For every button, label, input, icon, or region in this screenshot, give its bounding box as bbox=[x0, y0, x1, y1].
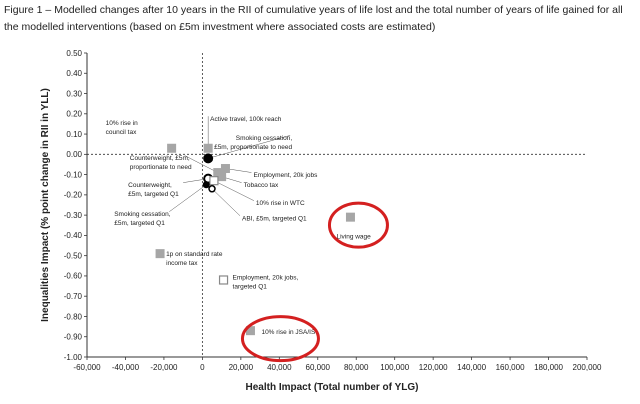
data-label-12: income tax bbox=[166, 260, 198, 267]
x-tick-label: 60,000 bbox=[306, 363, 331, 372]
x-tick-label: -60,000 bbox=[73, 363, 101, 372]
data-point-1 bbox=[167, 143, 177, 153]
y-tick-label: -1.00 bbox=[64, 353, 83, 362]
data-point-11 bbox=[345, 212, 355, 222]
y-tick-label: 0.40 bbox=[66, 69, 82, 78]
x-tick-label: -40,000 bbox=[112, 363, 140, 372]
y-tick-label: -0.50 bbox=[64, 251, 83, 260]
y-tick-label: -0.30 bbox=[64, 211, 83, 220]
x-tick-label: 20,000 bbox=[229, 363, 254, 372]
data-label-7: £5m, targeted Q1 bbox=[128, 191, 179, 198]
data-label-3: £5m, proportionate to need bbox=[214, 144, 292, 151]
y-tick-label: 0.50 bbox=[66, 49, 82, 58]
data-point-9 bbox=[202, 181, 210, 189]
annotation-leader-line bbox=[213, 180, 255, 201]
data-label-6: Tobacco tax bbox=[244, 182, 279, 189]
y-axis-label: Inequalities Impact (% point change in R… bbox=[40, 88, 51, 322]
data-label-4: Employment, 20k jobs bbox=[253, 172, 318, 179]
y-tick-label: 0.10 bbox=[66, 130, 82, 139]
data-label-9: Smoking cessation, bbox=[114, 211, 171, 218]
y-tick-label: 0.30 bbox=[66, 89, 82, 98]
data-point-6 bbox=[217, 172, 227, 182]
data-label-13: Employment, 20k jobs, bbox=[233, 274, 299, 281]
x-tick-label: 100,000 bbox=[380, 363, 409, 372]
y-tick-label: -0.60 bbox=[64, 272, 83, 281]
y-tick-label: -0.80 bbox=[64, 312, 83, 321]
data-label-3: Smoking cessation, bbox=[236, 135, 293, 142]
x-tick-label: -20,000 bbox=[150, 363, 178, 372]
data-label-5: Counterweight, £5m, bbox=[130, 155, 190, 162]
data-label-13: targeted Q1 bbox=[233, 283, 268, 290]
data-label-8: 10% rise in WTC bbox=[256, 200, 305, 207]
data-point-10 bbox=[208, 185, 216, 193]
data-label-1: 10% rise in bbox=[106, 120, 139, 127]
annotation-leader-line bbox=[169, 184, 207, 212]
highlight-circle bbox=[240, 315, 320, 363]
x-tick-label: 40,000 bbox=[267, 363, 292, 372]
data-point-4 bbox=[220, 164, 230, 174]
data-label-2: Active travel, 100k reach bbox=[210, 116, 282, 123]
x-tick-label: 140,000 bbox=[457, 363, 486, 372]
data-label-14: 10% rise in JSA/IS bbox=[261, 329, 315, 336]
data-label-11: Living wage bbox=[336, 234, 371, 241]
data-label-9: £5m, targeted Q1 bbox=[114, 220, 165, 227]
y-tick-label: -0.70 bbox=[64, 292, 83, 301]
data-label-7: Counterweight, bbox=[128, 182, 172, 189]
data-point-2 bbox=[203, 143, 213, 153]
highlight-circle bbox=[327, 201, 389, 249]
data-point-3 bbox=[203, 153, 214, 164]
data-label-10: ABI, £5m, targeted Q1 bbox=[242, 215, 307, 222]
data-label-12: 1p on standard rate bbox=[166, 251, 223, 258]
data-point-12 bbox=[155, 249, 165, 259]
y-tick-label: -0.90 bbox=[64, 333, 83, 342]
x-axis-label: Health Impact (Total number of YLG) bbox=[246, 382, 419, 393]
y-tick-label: -0.20 bbox=[64, 191, 83, 200]
data-label-1: council tax bbox=[106, 129, 137, 136]
x-tick-label: 0 bbox=[200, 363, 205, 372]
x-tick-label: 120,000 bbox=[419, 363, 448, 372]
y-tick-label: -0.40 bbox=[64, 231, 83, 240]
x-tick-label: 200,000 bbox=[573, 363, 602, 372]
figure-title: Figure 1 – Modelled changes after 10 yea… bbox=[4, 4, 623, 33]
y-tick-label: 0.20 bbox=[66, 110, 82, 119]
annotation-leader-line bbox=[184, 155, 218, 173]
data-point-13 bbox=[218, 275, 229, 285]
data-point-14 bbox=[245, 326, 255, 336]
data-point-8 bbox=[209, 176, 219, 186]
annotation-leader-line bbox=[211, 188, 241, 216]
data-label-5: proportionate to need bbox=[130, 164, 192, 171]
y-tick-label: -0.10 bbox=[64, 170, 83, 179]
x-tick-label: 180,000 bbox=[534, 363, 563, 372]
y-tick-label: 0.00 bbox=[66, 150, 82, 159]
annotation-leader-line bbox=[208, 135, 291, 159]
x-tick-label: 160,000 bbox=[496, 363, 525, 372]
x-tick-label: 80,000 bbox=[344, 363, 369, 372]
